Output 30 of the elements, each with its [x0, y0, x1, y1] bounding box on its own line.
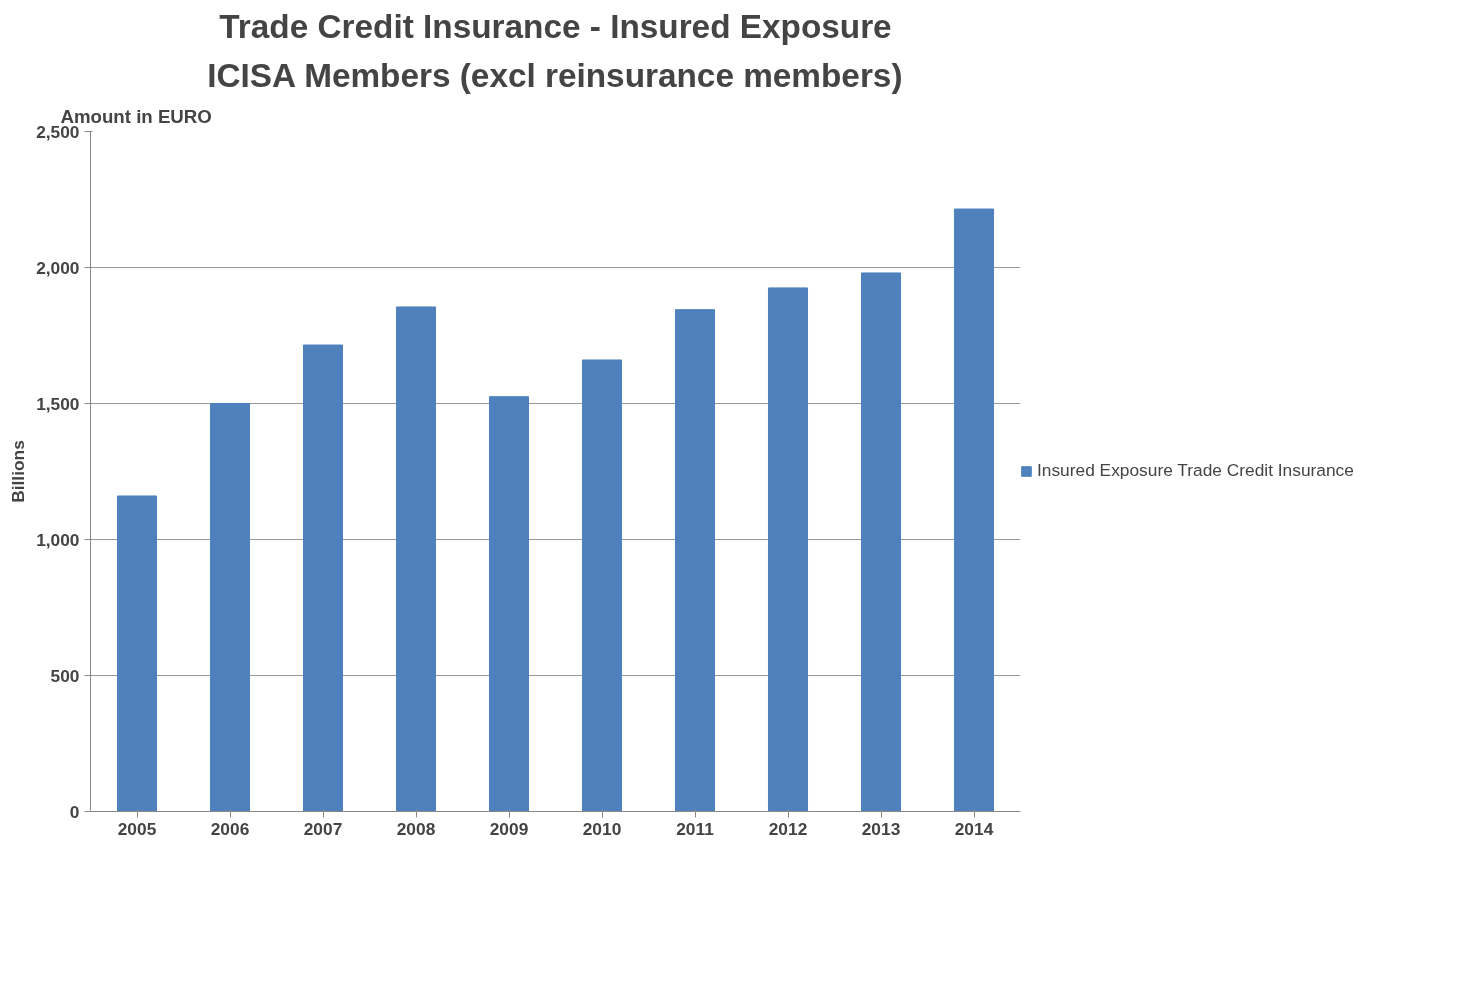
- bar: [302, 344, 344, 812]
- x-tick-label: 2010: [582, 818, 622, 839]
- text: Amount in EURO: [60, 105, 212, 127]
- x-tick-label: 2012: [768, 818, 808, 839]
- x-tick-label: 2011: [676, 818, 715, 839]
- y-tick-label: 1,500: [36, 393, 80, 414]
- x-tick-label: 2014: [954, 818, 994, 839]
- x-tick-label: 2005: [117, 818, 157, 839]
- chart-title: Trade Credit Insurance - Insured Exposure: [219, 7, 892, 45]
- y-tick-label: 0: [69, 801, 80, 822]
- x-tick-label: 2007: [303, 818, 343, 839]
- y-tick-label: 1,000: [36, 529, 80, 550]
- x-tick-label: 2009: [489, 818, 529, 839]
- y-tick-label: 2,000: [36, 257, 80, 278]
- bar: [860, 272, 902, 812]
- x-tick-label: 2006: [210, 818, 250, 839]
- x-tick-label: 2008: [396, 818, 436, 839]
- bar: [767, 287, 809, 812]
- bar: [116, 495, 158, 812]
- y-axis-title: Billions: [8, 440, 29, 503]
- bar: [395, 306, 437, 812]
- bar: [209, 403, 251, 812]
- legend-label: Insured Exposure Trade Credit Insurance: [1037, 460, 1354, 481]
- bar: [953, 208, 995, 812]
- chart-subtitle: ICISA Members (excl reinsurance members): [207, 56, 903, 94]
- bar: [488, 396, 530, 812]
- x-tick-label: 2013: [861, 818, 901, 839]
- y-tick-label: 500: [50, 665, 80, 686]
- bar: [581, 359, 623, 812]
- bar: [674, 309, 716, 812]
